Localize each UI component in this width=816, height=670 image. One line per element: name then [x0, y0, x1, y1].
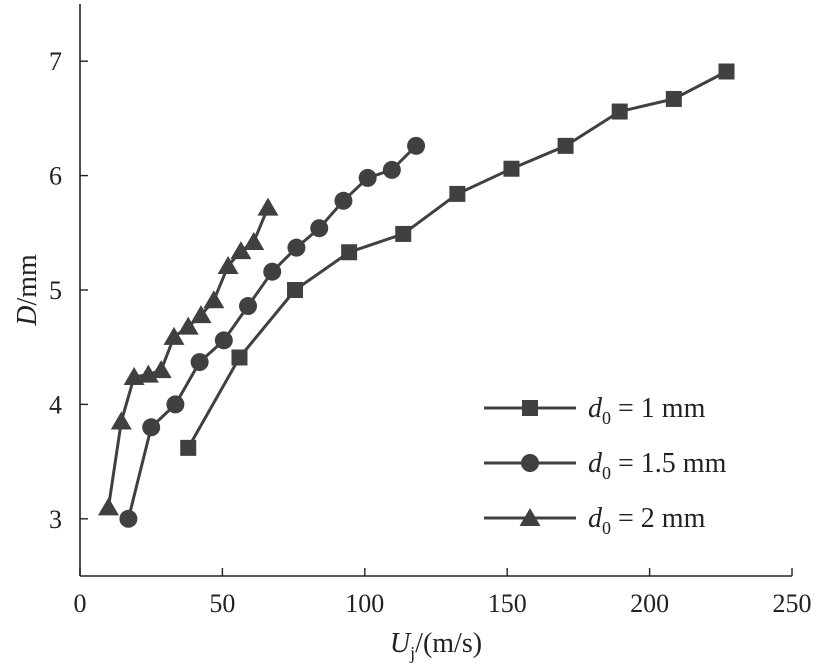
series-0 — [180, 63, 735, 456]
series-1-point-2 — [166, 395, 185, 414]
x-tick-label-2: 100 — [345, 589, 384, 618]
series-1-point-8 — [310, 219, 329, 238]
y-tick-label-1: 4 — [49, 390, 62, 419]
series-1-point-4 — [214, 331, 233, 350]
x-ticks: 0 50 100 150 200 250 — [74, 568, 812, 618]
legend-label-1: d0 = 1.5 mm — [588, 448, 727, 483]
series-2-point-9 — [217, 255, 239, 274]
legend: d0 = 1 mm d0 = 1.5 mm d0 = 2 mm — [484, 393, 727, 538]
y-axis-title: D/mm — [12, 254, 43, 327]
x-tick-label-5: 250 — [773, 589, 812, 618]
x-tick-label-3: 150 — [488, 589, 527, 618]
legend-label-0: d0 = 1 mm — [588, 393, 706, 428]
legend-marker-1 — [521, 454, 539, 472]
legend-label-2: d0 = 2 mm — [588, 503, 706, 538]
series-2-point-1 — [110, 411, 132, 430]
series-1-point-0 — [119, 509, 138, 528]
series-0-line — [186, 70, 728, 449]
legend-item-0: d0 = 1 mm — [484, 393, 706, 428]
x-tick-label-0: 0 — [74, 589, 87, 618]
y-tick-label-2: 5 — [49, 276, 62, 305]
series-1-point-12 — [407, 136, 426, 155]
series-0-point-5 — [449, 185, 466, 202]
series-1-point-11 — [382, 160, 401, 179]
legend-marker-0 — [522, 400, 538, 416]
series-1-point-9 — [334, 191, 353, 210]
series-2-point-8 — [203, 290, 225, 309]
legend-item-1: d0 = 1.5 mm — [484, 448, 727, 483]
series-0-point-8 — [611, 103, 628, 120]
series-layer — [97, 63, 735, 528]
series-2-point-0 — [97, 497, 119, 516]
y-tick-label-0: 3 — [49, 505, 62, 534]
series-0-point-2 — [287, 282, 304, 298]
series-2-point-3 — [137, 364, 159, 383]
series-2 — [97, 197, 279, 516]
series-1-point-10 — [358, 168, 377, 187]
x-tick-label-4: 200 — [630, 589, 669, 618]
series-0-point-3 — [341, 244, 358, 261]
series-0-point-9 — [665, 90, 682, 107]
series-1-point-3 — [190, 353, 209, 372]
series-2-point-10 — [230, 241, 252, 260]
series-2-point-12 — [257, 197, 279, 216]
y-tick-label-3: 6 — [49, 162, 62, 191]
series-1-point-6 — [263, 262, 282, 281]
y-ticks: 3 4 5 6 7 — [49, 47, 88, 534]
series-2-point-7 — [190, 305, 212, 324]
series-0-point-10 — [718, 63, 735, 80]
series-2-point-5 — [163, 326, 185, 345]
series-0-point-1 — [231, 349, 248, 366]
series-1 — [119, 136, 426, 528]
series-1-point-7 — [287, 238, 306, 257]
x-axis-title: Uj/(m/s) — [390, 628, 482, 663]
series-0-point-4 — [395, 225, 412, 242]
series-0-point-6 — [503, 160, 520, 177]
series-2-point-4 — [150, 360, 172, 379]
series-1-point-5 — [239, 297, 258, 316]
x-tick-label-1: 50 — [209, 589, 235, 618]
series-0-point-7 — [557, 137, 574, 154]
y-tick-label-4: 7 — [49, 47, 62, 76]
legend-item-2: d0 = 2 mm — [484, 503, 706, 538]
plot-frame — [79, 4, 792, 577]
series-1-point-1 — [142, 418, 161, 437]
series-2-point-6 — [177, 316, 199, 335]
series-0-point-0 — [180, 439, 197, 456]
legend-marker-2 — [519, 508, 541, 526]
series-2-point-11 — [243, 231, 265, 250]
